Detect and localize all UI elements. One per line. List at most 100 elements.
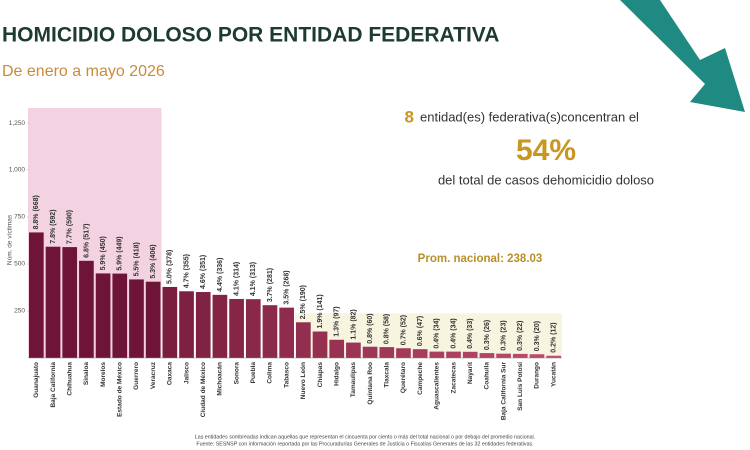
x-tick-label: Ciudad de México [200, 362, 207, 417]
data-label: 1.9% (141) [317, 294, 324, 328]
x-tick-label: Puebla [250, 362, 257, 384]
data-label: 4.7% (355) [183, 254, 190, 288]
bar [245, 299, 261, 358]
data-label: 5.9% (450) [100, 236, 107, 270]
bar [29, 232, 44, 358]
data-label: 1.3% (97) [334, 306, 341, 336]
data-label: 5.0% (378) [167, 250, 174, 284]
bar [346, 342, 361, 358]
x-tick-label: Querétaro [400, 362, 407, 393]
data-label: 0.4% (34) [434, 318, 441, 348]
bar [195, 292, 211, 358]
data-label: 2.5% (190) [300, 285, 307, 319]
bar [45, 246, 61, 358]
x-tick-label: Michoacán [217, 362, 224, 396]
bar [279, 307, 294, 358]
bar [379, 347, 395, 358]
bar [179, 291, 194, 358]
bar [296, 322, 311, 358]
data-label: 0.4% (33) [467, 318, 474, 348]
y-axis-label: Núm. de víctimas [7, 214, 14, 265]
data-label: 1.1% (82) [350, 309, 357, 339]
highlight-share: 54% [516, 134, 576, 167]
x-tick-label: Veracruz [150, 361, 157, 389]
bar [79, 260, 94, 358]
x-tick-label: Oaxaca [167, 362, 174, 386]
highlight-count: 8 [405, 107, 414, 126]
data-label: 7.8% (592) [50, 209, 57, 243]
x-tick-label: Nayarit [467, 361, 474, 384]
bar [446, 351, 461, 358]
data-label: 3.5% (268) [284, 270, 291, 304]
data-label: 0.3% (20) [534, 321, 541, 351]
bar [496, 353, 511, 358]
data-label: 3.7% (281) [267, 268, 274, 302]
data-label: 0.8% (58) [384, 314, 391, 344]
data-label: 6.8% (517) [83, 224, 90, 258]
y-tick-label: 250 [14, 308, 25, 315]
data-label: 4.6% (351) [200, 255, 207, 289]
x-tick-label: Tamaulipas [350, 362, 357, 398]
bar [112, 273, 128, 358]
data-label: 0.4% (34) [450, 318, 457, 348]
bar [529, 354, 545, 358]
bar [212, 294, 228, 358]
x-tick-label: Chiapas [317, 362, 324, 388]
data-label: 4.1% (313) [250, 262, 257, 296]
bar [546, 355, 561, 358]
x-tick-label: Guerrero [133, 362, 140, 390]
data-label: 8.8% (668) [33, 195, 40, 229]
x-tick-label: Jalisco [183, 362, 190, 384]
data-label: 0.8% (60) [367, 313, 374, 343]
x-tick-label: Durango [534, 362, 541, 389]
footnote: Fuente: SESNSP con información reportada… [196, 441, 533, 447]
plot-area: 250 500 750 1,000 1,250 Guanajuato 8.8% (668) B… [9, 108, 562, 420]
x-tick-label: Coahuila [484, 362, 491, 390]
highlight-text: del total de casos dehomicidio doloso [438, 172, 654, 187]
x-tick-label: Hidalgo [333, 362, 340, 386]
x-tick-label: Tlaxcala [384, 362, 391, 388]
highlight-text: entidad(es) federativa(s)concentran el [420, 109, 639, 124]
bar [396, 348, 411, 358]
data-label: 5.9% (449) [117, 236, 124, 270]
bar [312, 331, 328, 358]
bar [412, 349, 428, 358]
footnote: Las entidades sombreadas indican aquella… [195, 434, 535, 440]
x-tick-label: Baja California [50, 362, 57, 408]
x-tick-label: Estado de México [117, 362, 124, 417]
x-tick-label: Nuevo León [300, 362, 307, 399]
data-label: 0.3% (23) [500, 320, 507, 350]
x-tick-label: Guanajuato [33, 362, 40, 398]
data-label: 0.3% (26) [484, 320, 491, 350]
data-label: 7.7% (590) [67, 210, 74, 244]
x-tick-label: Sinaloa [83, 362, 90, 386]
bar [229, 298, 244, 358]
data-label: 4.4% (336) [217, 258, 224, 292]
data-label: 0.7% (52) [400, 315, 407, 345]
y-tick-label: 500 [14, 261, 25, 268]
bar [429, 351, 445, 358]
chart-title: HOMICIDIO DOLOSO POR ENTIDAD FEDERATIVA [2, 24, 499, 47]
x-tick-label: Sonora [233, 362, 240, 385]
data-label: 0.2% (12) [551, 322, 558, 352]
x-tick-label: Campeche [417, 362, 424, 395]
x-tick-label: Baja California Sur [500, 362, 507, 421]
x-tick-label: San Luis Potosí [517, 362, 524, 411]
x-tick-label: Aguascalientes [434, 362, 441, 410]
decorative-arrow [620, 0, 745, 112]
bar [62, 247, 78, 358]
chart-subtitle: De enero a mayo 2026 [2, 63, 165, 80]
y-tick-label: 1,000 [9, 167, 26, 174]
data-label: 4.1% (314) [233, 262, 240, 296]
x-tick-label: Yucatán [550, 362, 557, 387]
data-label: 5.3% (406) [150, 244, 157, 278]
bar [262, 305, 278, 358]
x-tick-label: Morelos [100, 362, 107, 387]
x-tick-label: Chihuahua [66, 362, 73, 396]
bar [512, 353, 528, 358]
bar [479, 353, 495, 358]
data-label: 0.3% (22) [517, 321, 524, 351]
data-label: 5.5% (418) [133, 242, 140, 276]
y-tick-label: 1,250 [9, 120, 26, 127]
